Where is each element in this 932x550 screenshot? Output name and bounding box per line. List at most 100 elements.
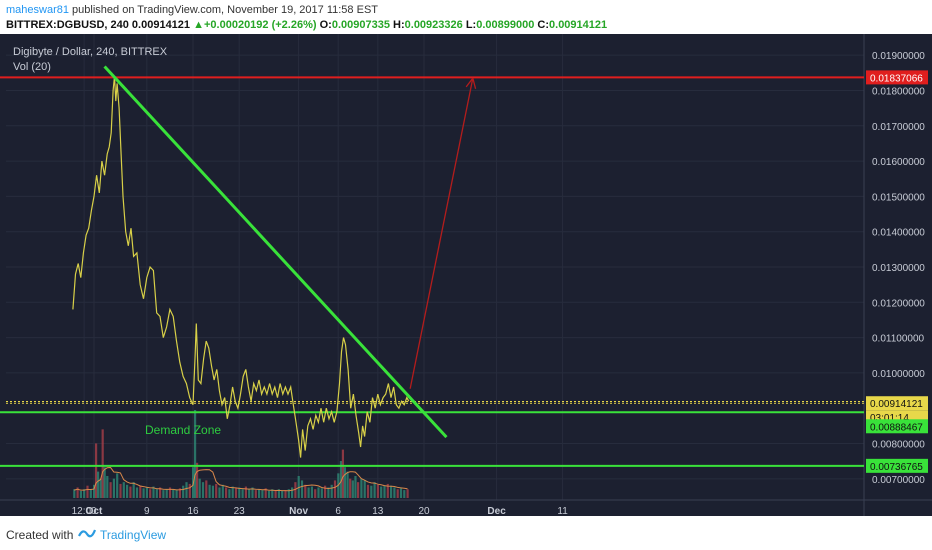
low-label: L: bbox=[465, 19, 477, 31]
volume-bar bbox=[327, 487, 330, 498]
volume-bar bbox=[208, 484, 211, 498]
volume-bar bbox=[195, 462, 199, 498]
volume-bar bbox=[241, 489, 244, 498]
volume-bar bbox=[225, 487, 228, 498]
author-link[interactable]: maheswar81 bbox=[6, 4, 69, 16]
volume-bar bbox=[126, 484, 129, 498]
volume-bar bbox=[366, 484, 370, 498]
volume-bar bbox=[324, 485, 327, 498]
volume-bar bbox=[139, 485, 142, 498]
volume-bar bbox=[351, 480, 354, 498]
volume-bar bbox=[383, 485, 386, 498]
volume-bar bbox=[271, 489, 274, 498]
volume-bar bbox=[258, 489, 261, 498]
volume-bar bbox=[339, 461, 343, 498]
volume-bar bbox=[211, 485, 214, 498]
chart-header: maheswar81 published on TradingView.com,… bbox=[0, 0, 932, 34]
y-tick-label: 0.01500000 bbox=[872, 192, 925, 203]
volume-bar bbox=[185, 482, 188, 498]
volume-bar bbox=[393, 487, 396, 498]
volume-bar bbox=[357, 482, 360, 498]
volume-bar bbox=[294, 482, 297, 498]
support-upper-badge: 0.00888467 bbox=[870, 422, 923, 433]
volume-bar bbox=[333, 480, 337, 498]
x-tick-label: 9 bbox=[144, 506, 150, 516]
volume-bar bbox=[390, 485, 393, 498]
volume-bar bbox=[281, 490, 284, 498]
volume-bar bbox=[193, 410, 197, 498]
x-tick-label: 23 bbox=[234, 506, 246, 516]
price-chart[interactable]: Demand Zone 0.01900000 0.01800000 0.0170000… bbox=[0, 34, 932, 516]
volume-bar bbox=[96, 471, 100, 498]
x-tick-label: 16 bbox=[187, 506, 199, 516]
open-value: 0.00907335 bbox=[331, 19, 390, 31]
footer: Created with TradingView bbox=[0, 516, 932, 550]
volume-bar bbox=[93, 484, 96, 498]
volume-bar bbox=[175, 490, 178, 498]
volume-bar bbox=[86, 485, 89, 498]
volume-bar bbox=[103, 467, 106, 498]
volume-bar bbox=[165, 489, 168, 498]
volume-bar bbox=[310, 486, 313, 498]
volume-bar bbox=[267, 490, 271, 498]
x-tick-label: 20 bbox=[418, 506, 430, 516]
projection-arrow bbox=[409, 78, 474, 389]
y-tick-label: 0.01700000 bbox=[872, 122, 925, 133]
countdown-badge: 03:01:14 bbox=[870, 413, 909, 424]
last-price-badge: 0.00914121 bbox=[870, 399, 923, 410]
volume-bar bbox=[380, 486, 383, 498]
resistance-price-badge: 0.01837066 bbox=[870, 73, 923, 84]
volume-bar bbox=[373, 482, 376, 498]
support-upper-badge-bg bbox=[866, 419, 928, 434]
y-tick-label: 0.01300000 bbox=[872, 263, 925, 274]
volume-bar bbox=[198, 478, 201, 498]
volume-bar bbox=[406, 489, 409, 498]
open-label: O: bbox=[319, 19, 332, 31]
volume-bar bbox=[341, 449, 345, 498]
low-value: 0.00899000 bbox=[476, 19, 535, 31]
volume-bar bbox=[182, 485, 185, 498]
volume-bar bbox=[386, 483, 389, 498]
volume-bar bbox=[264, 488, 267, 498]
close-value: 0.00914121 bbox=[549, 19, 608, 31]
volume-bar bbox=[129, 486, 132, 498]
tradingview-logo-icon bbox=[78, 529, 96, 538]
volume-bar bbox=[205, 480, 208, 498]
volume-bar bbox=[145, 487, 148, 498]
x-tick-label: Dec bbox=[487, 506, 506, 516]
volume-bar bbox=[221, 484, 224, 498]
high-value: 0.00923326 bbox=[404, 19, 463, 31]
volume-bar bbox=[238, 487, 241, 498]
volume-ma-line bbox=[74, 466, 408, 492]
volume-bar bbox=[343, 467, 346, 498]
chart-panel[interactable]: Demand Zone 0.01900000 0.01800000 0.0170000… bbox=[0, 34, 932, 516]
volume-bar bbox=[73, 489, 76, 498]
volume-bar bbox=[149, 489, 152, 498]
y-tick-label: 0.00800000 bbox=[872, 440, 925, 451]
volume-bar bbox=[297, 476, 300, 498]
last-price-value: 0.00914121 bbox=[131, 19, 191, 31]
y-tick-label: 0.01000000 bbox=[872, 369, 925, 380]
change-value: +0.00020192 (+2.26%) bbox=[204, 19, 317, 31]
y-tick-label: 0.01900000 bbox=[872, 51, 925, 62]
y-tick-label: 0.01100000 bbox=[872, 334, 925, 345]
support-lower-badge-bg bbox=[866, 458, 928, 473]
volume-bar bbox=[94, 443, 98, 498]
volume-bar bbox=[162, 490, 165, 498]
volume-bar bbox=[363, 480, 366, 498]
volume-bar bbox=[152, 486, 155, 498]
y-tick-label: 0.01400000 bbox=[872, 228, 925, 239]
volume-bar bbox=[101, 429, 104, 498]
volume-bar bbox=[248, 489, 251, 498]
volume-bar bbox=[116, 473, 119, 498]
volume-bar bbox=[215, 483, 218, 498]
tradingview-brand[interactable]: TradingView bbox=[100, 528, 167, 542]
volume-bar bbox=[277, 489, 280, 498]
volume-bar bbox=[317, 487, 320, 498]
projection-arrow-head bbox=[472, 77, 477, 89]
volume-bar bbox=[99, 478, 102, 498]
y-tick-label: 0.01800000 bbox=[872, 86, 925, 97]
volume-bar bbox=[300, 480, 304, 498]
volume-bar bbox=[106, 476, 109, 498]
volume-bar bbox=[89, 489, 92, 498]
